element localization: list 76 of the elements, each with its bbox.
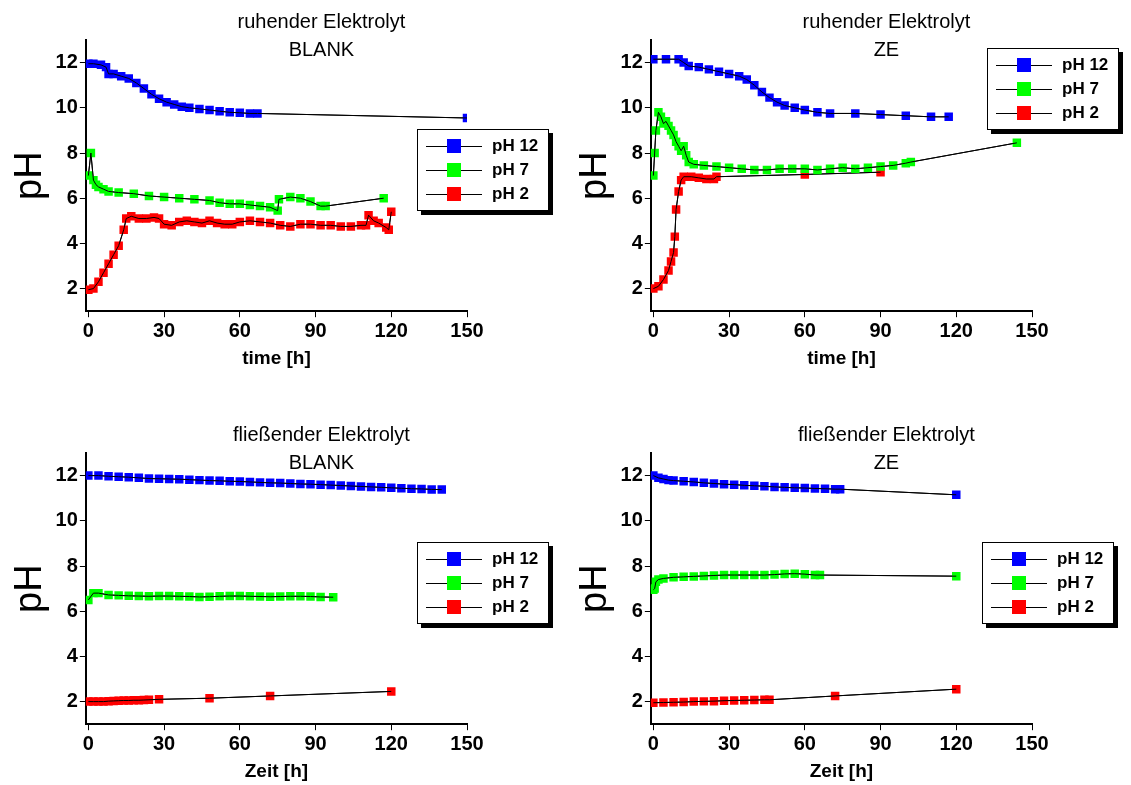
x-tick-label: 120 (939, 318, 973, 341)
y-axis-title: pH (7, 564, 50, 613)
y-tick-label: 10 (620, 95, 643, 118)
legend-label: pH 2 (492, 597, 529, 618)
x-tick-label: 30 (717, 318, 741, 341)
chart-title: fließender Elektrolyt (233, 422, 411, 445)
y-axis-title: pH (572, 151, 615, 200)
x-tick-label: 30 (717, 731, 741, 754)
x-tick-label: 90 (869, 318, 892, 341)
x-tick-label: 150 (450, 318, 484, 341)
x-tick-label: 60 (793, 318, 816, 341)
x-axis-title: Zeit [h] (244, 759, 309, 781)
x-tick-label: 30 (152, 731, 176, 754)
x-tick-label: 0 (82, 318, 94, 341)
y-tick-label: 4 (66, 230, 79, 253)
legend-label: pH 2 (492, 184, 529, 205)
legend-label: pH 12 (492, 549, 539, 570)
x-tick-label: 0 (647, 731, 659, 754)
x-tick-label: 120 (374, 318, 408, 341)
x-tick-label: 120 (374, 731, 408, 754)
chart-title: fließender Elektrolyt (798, 422, 976, 445)
legend-label: pH 12 (492, 136, 539, 157)
y-tick-label: 6 (631, 185, 643, 208)
x-tick-label: 120 (939, 731, 973, 754)
y-tick-label: 6 (631, 598, 643, 621)
x-tick-label: 0 (82, 731, 94, 754)
chart-title: ruhender Elektrolyt (237, 9, 406, 32)
y-tick-label: 6 (66, 598, 78, 621)
x-tick-label: 60 (793, 731, 816, 754)
chart-title: ruhender Elektrolyt (802, 9, 971, 32)
legend-label: pH 2 (1062, 103, 1099, 123)
x-tick-label: 90 (304, 318, 327, 341)
chart-subtitle: ZE (873, 450, 900, 473)
y-tick-label: 8 (66, 140, 78, 163)
x-tick-label: 60 (228, 731, 251, 754)
legend-label: pH 7 (492, 573, 529, 594)
legend-label: pH 7 (492, 160, 529, 181)
y-tick-label: 12 (620, 463, 643, 486)
y-axis-title: pH (572, 564, 615, 613)
y-tick-label: 12 (55, 463, 78, 486)
y-tick-label: 4 (66, 643, 79, 666)
y-axis-title: pH (7, 151, 50, 200)
y-tick-label: 4 (631, 230, 644, 253)
legend-label: pH 12 (1062, 55, 1109, 75)
x-tick-label: 90 (869, 731, 892, 754)
y-tick-label: 8 (631, 140, 643, 163)
x-tick-label: 30 (152, 318, 176, 341)
x-axis-title: Zeit [h] (809, 759, 874, 781)
x-tick-label: 0 (647, 318, 659, 341)
x-tick-label: 90 (304, 731, 327, 754)
chart-subtitle: BLANK (288, 450, 355, 473)
x-tick-label: 60 (228, 318, 251, 341)
chart-subtitle: BLANK (288, 37, 355, 60)
legend-label: pH 7 (1062, 79, 1099, 99)
y-tick-label: 8 (66, 553, 78, 576)
x-tick-label: 150 (1015, 731, 1049, 754)
y-tick-label: 10 (55, 95, 78, 118)
legend-label: pH 2 (1057, 597, 1094, 618)
y-tick-label: 2 (631, 276, 643, 299)
y-tick-label: 2 (631, 689, 643, 712)
x-axis-title: time [h] (242, 346, 311, 368)
chart-subtitle: ZE (873, 37, 900, 60)
x-tick-label: 150 (450, 731, 484, 754)
y-tick-label: 8 (631, 553, 643, 576)
y-tick-label: 10 (55, 508, 78, 531)
y-tick-label: 10 (620, 508, 643, 531)
y-tick-label: 4 (631, 643, 644, 666)
y-tick-label: 2 (66, 276, 78, 299)
y-tick-label: 2 (66, 689, 78, 712)
x-axis-title: time [h] (807, 346, 876, 368)
y-tick-label: 6 (66, 185, 78, 208)
legend-label: pH 12 (1057, 549, 1104, 570)
y-tick-label: 12 (620, 50, 643, 73)
y-tick-label: 12 (55, 50, 78, 73)
x-tick-label: 150 (1015, 318, 1049, 341)
legend-label: pH 7 (1057, 573, 1094, 594)
